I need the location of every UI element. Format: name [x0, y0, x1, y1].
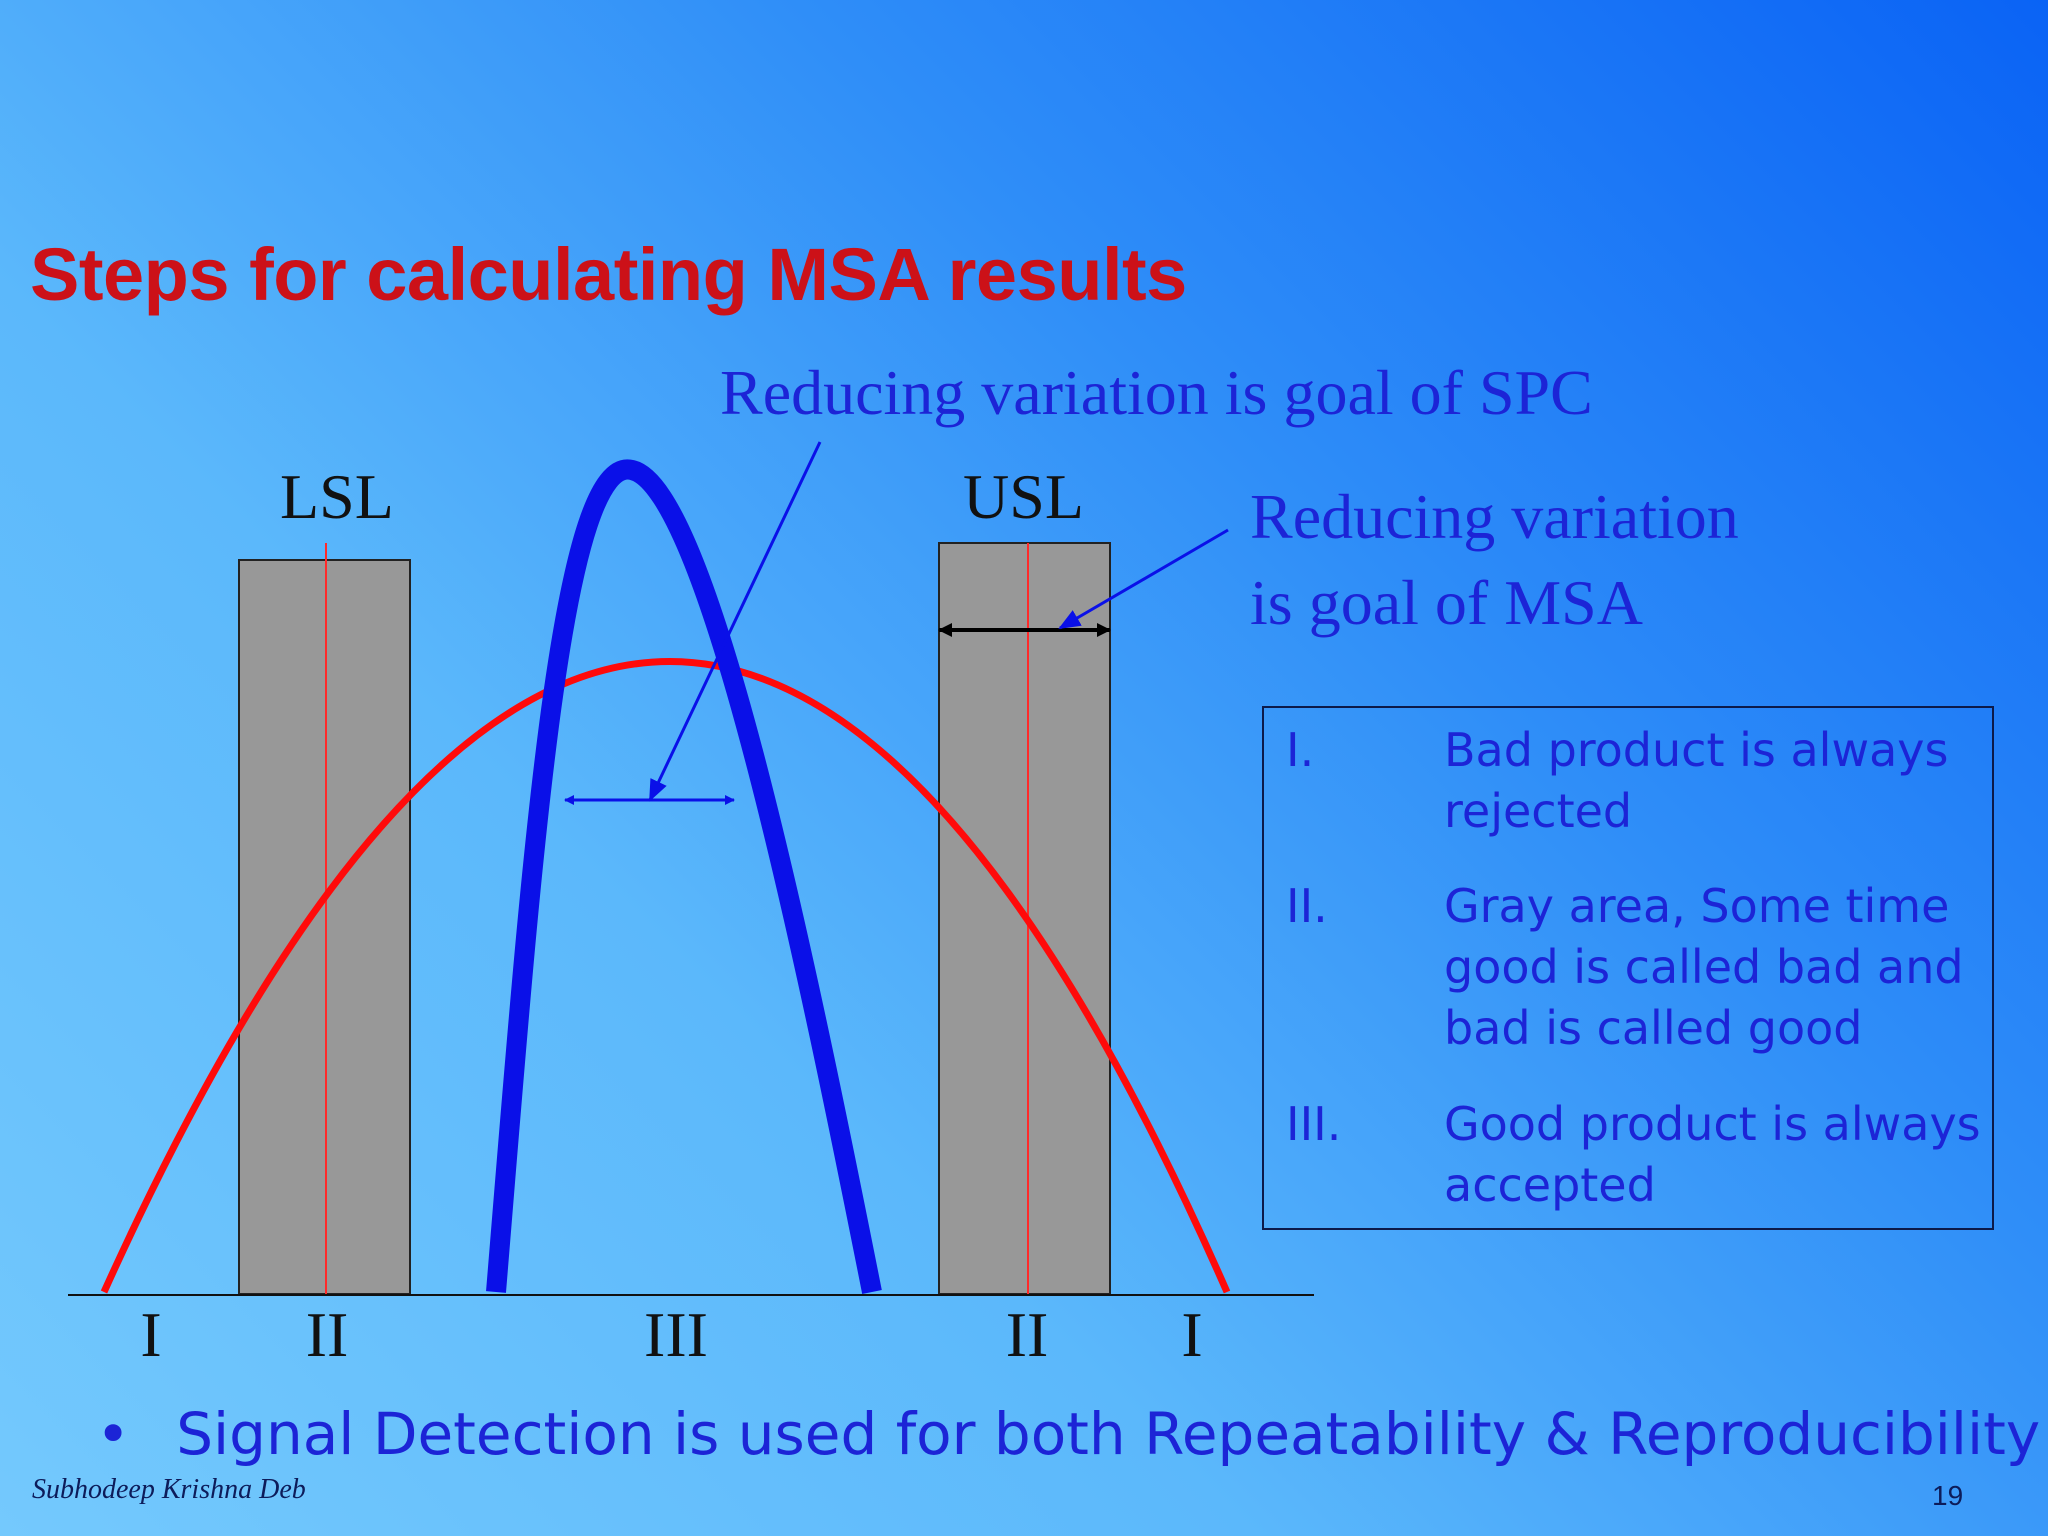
measurement-distribution-curve: [486, 459, 882, 1294]
zone-label-3: III: [644, 1299, 708, 1370]
msa-goal-note-line1: Reducing variation: [1250, 481, 1739, 552]
lsl-gray-band: [238, 559, 411, 1295]
zone-label-4: II: [1005, 1299, 1049, 1370]
msa-goal-note: Reducing variation is goal of MSA: [1250, 474, 1739, 646]
spc-pointer-arrow: [648, 441, 822, 802]
msa-pointer-arrow: [1058, 528, 1229, 630]
legend-item-text: Bad product is always rejected: [1444, 720, 2004, 842]
zone-legend-box: I. Bad product is always rejected II. Gr…: [1262, 706, 1994, 1230]
legend-item-number: I.: [1286, 723, 1315, 777]
legend-item-line: Bad product is always: [1444, 723, 1949, 777]
legend-item-line: rejected: [1444, 784, 1633, 838]
zone-label-5: I: [1181, 1299, 1203, 1370]
bullet-dot-icon: •: [96, 1400, 131, 1468]
author-credit: Subhodeep Krishna Deb: [32, 1474, 306, 1505]
legend-item-number: II.: [1286, 879, 1328, 933]
legend-item-line: good is called bad and: [1444, 940, 1964, 994]
signal-detection-bullet: • Signal Detection is used for both Repea…: [96, 1400, 2040, 1468]
spc-goal-note: Reducing variation is goal of SPC: [720, 357, 1593, 428]
bullet-text: Signal Detection is used for both Repeat…: [176, 1400, 2041, 1468]
zone-label-1: I: [140, 1299, 162, 1370]
legend-item-line: bad is called good: [1444, 1001, 1863, 1055]
page-number: 19: [1932, 1480, 1964, 1511]
process-distribution-curve: [100, 658, 1231, 1294]
legend-item-line: accepted: [1444, 1158, 1656, 1212]
legend-item-line: Good product is always: [1444, 1097, 1981, 1151]
lsl-label: LSL: [280, 461, 394, 532]
legend-item-text: Gray area, Some time good is called bad …: [1444, 876, 2004, 1059]
msa-goal-note-line2: is goal of MSA: [1250, 567, 1643, 638]
slide-title: Steps for calculating MSA results: [30, 233, 1187, 316]
legend-item-number: III.: [1286, 1097, 1342, 1151]
usl-label: USL: [963, 461, 1084, 532]
zone-label-2: II: [305, 1299, 349, 1370]
legend-item-text: Good product is always accepted: [1444, 1094, 2004, 1216]
legend-item-line: Gray area, Some time: [1444, 879, 1950, 933]
